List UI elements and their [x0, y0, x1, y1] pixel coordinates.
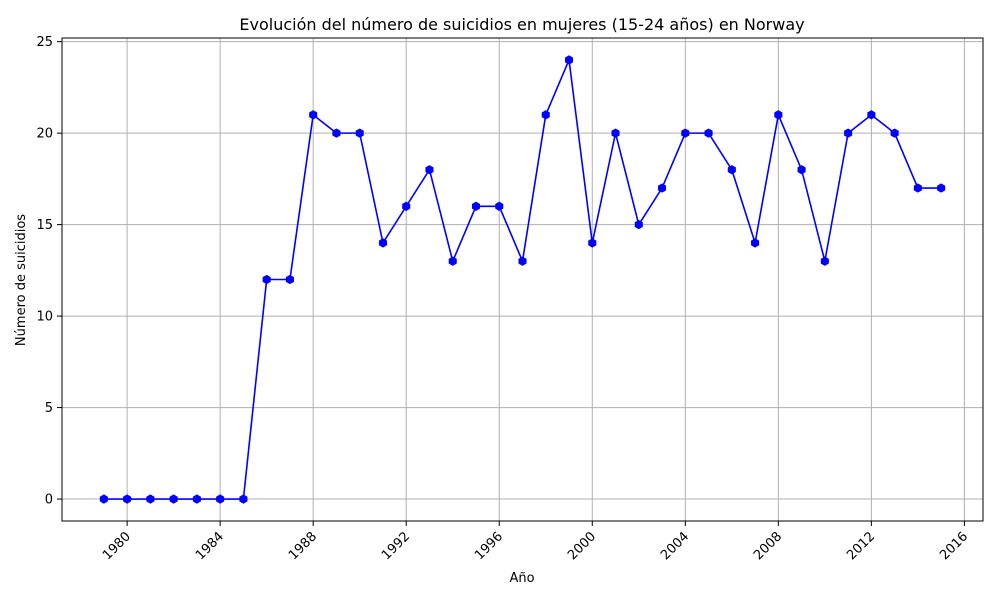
- data-point: [751, 238, 760, 248]
- x-tick-label: 1988: [286, 529, 320, 563]
- data-point: [239, 494, 248, 504]
- data-point: [541, 110, 550, 120]
- series-line: [103, 56, 942, 500]
- data-point: [216, 494, 225, 504]
- data-point: [774, 110, 783, 120]
- data-point: [402, 201, 411, 211]
- data-point: [681, 128, 690, 138]
- x-tick-label: 1992: [379, 529, 413, 563]
- x-tick-label: 2000: [565, 529, 599, 563]
- data-point: [634, 219, 643, 230]
- data-point: [425, 165, 434, 175]
- data-point: [867, 110, 876, 120]
- data-point: [820, 256, 829, 266]
- data-point: [285, 274, 294, 285]
- data-point: [123, 494, 132, 504]
- data-point: [937, 183, 946, 193]
- data-point: [332, 128, 341, 138]
- data-point: [564, 55, 574, 65]
- y-tick-label: 25: [36, 35, 53, 50]
- x-axis-label: Año: [509, 571, 534, 586]
- y-tick-label: 20: [36, 127, 53, 142]
- data-point: [913, 183, 922, 193]
- data-point: [890, 128, 899, 138]
- plot-frame: [61, 37, 984, 522]
- data-point: [146, 494, 155, 504]
- data-point: [471, 201, 481, 211]
- data-point: [355, 128, 364, 138]
- x-tick-label: 2012: [844, 529, 878, 563]
- y-axis-label: Número de suicidios: [14, 214, 29, 346]
- data-point: [518, 256, 527, 266]
- data-point: [495, 201, 504, 211]
- data-point: [588, 238, 597, 248]
- data-point: [797, 165, 806, 175]
- x-tick-label: 1984: [193, 529, 227, 563]
- y-tick-label: 0: [45, 493, 53, 508]
- data-point: [192, 494, 201, 504]
- data-point: [99, 494, 108, 504]
- data-point: [727, 165, 736, 175]
- data-point: [309, 110, 318, 120]
- ticks: 1980 1984 1988 1992 1996 2000 2004 2008 2012 2016…: [36, 35, 971, 563]
- chart-title: Evolución del número de suicidios en muj…: [239, 15, 804, 34]
- data-point: [611, 128, 620, 138]
- data-point: [658, 183, 667, 193]
- series: [99, 55, 946, 504]
- x-tick-label: 1996: [472, 529, 506, 563]
- data-point: [844, 128, 853, 138]
- grid: [62, 38, 983, 521]
- x-tick-label: 2016: [937, 529, 971, 563]
- data-point: [704, 128, 713, 138]
- data-point: [448, 256, 457, 266]
- y-tick-label: 5: [45, 401, 53, 416]
- x-tick-label: 1980: [100, 529, 134, 563]
- data-point: [378, 238, 387, 248]
- data-point: [262, 274, 271, 285]
- y-tick-label: 10: [36, 310, 53, 325]
- y-tick-label: 15: [36, 218, 53, 233]
- x-tick-label: 2008: [751, 529, 785, 563]
- x-tick-label: 2004: [658, 529, 692, 563]
- data-point: [169, 494, 178, 504]
